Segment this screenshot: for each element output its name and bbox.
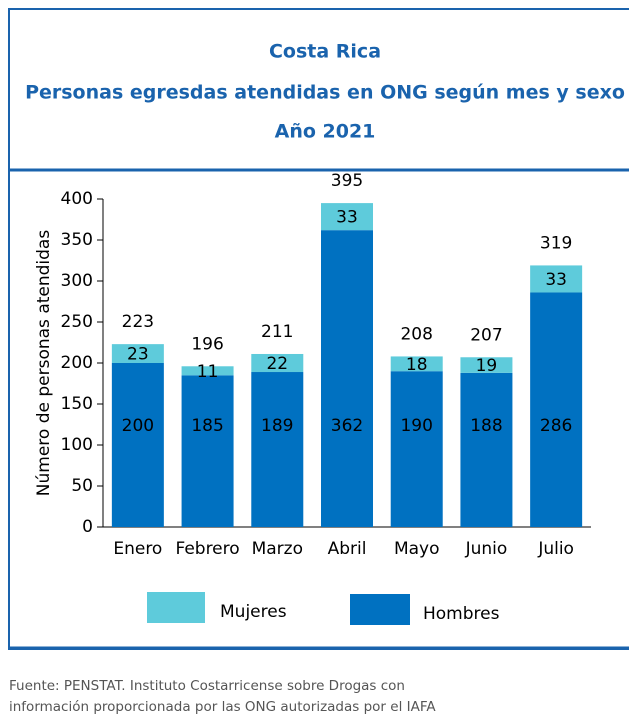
data-label: 200 xyxy=(122,416,154,436)
y-tick-label: 250 xyxy=(61,312,93,332)
total-label: 196 xyxy=(191,334,223,354)
bar-segment xyxy=(321,203,373,231)
data-label: 190 xyxy=(400,416,432,436)
chart-title: Personas egresdas atendidas en ONG según… xyxy=(25,82,625,104)
bar-segment xyxy=(460,357,513,373)
data-label: 188 xyxy=(470,416,502,436)
bar-segment xyxy=(251,372,304,527)
x-tick-label: Marzo xyxy=(252,539,303,559)
data-label: 33 xyxy=(336,208,358,228)
legend-swatch xyxy=(350,594,410,625)
data-label: 22 xyxy=(266,354,288,374)
bar-segment xyxy=(111,363,164,527)
legend-label: Mujeres xyxy=(220,602,287,622)
bar-segment xyxy=(390,371,443,527)
data-label: 362 xyxy=(331,416,363,436)
bar-segment xyxy=(390,356,443,372)
total-label: 208 xyxy=(400,324,432,344)
y-tick-label: 150 xyxy=(61,394,93,414)
total-label: 223 xyxy=(122,312,154,332)
bar-segment xyxy=(251,353,304,373)
x-tick-label: Febrero xyxy=(175,539,239,559)
y-tick-label: 200 xyxy=(61,353,93,373)
x-tick-label: Mayo xyxy=(394,539,440,559)
bar-segment xyxy=(321,230,373,527)
data-label: 19 xyxy=(476,356,498,376)
total-label: 207 xyxy=(470,325,502,345)
data-label: 286 xyxy=(540,416,572,436)
bar-segment xyxy=(111,344,164,363)
data-label: 23 xyxy=(127,345,149,365)
y-tick-label: 100 xyxy=(61,435,93,455)
bar-segment xyxy=(530,292,583,527)
x-tick-label: Enero xyxy=(113,539,162,559)
y-tick-label: 50 xyxy=(71,476,93,496)
y-tick-label: 400 xyxy=(61,189,93,209)
data-label: 185 xyxy=(191,416,223,436)
x-tick-label: Junio xyxy=(465,539,508,559)
total-label: 211 xyxy=(261,322,293,342)
x-tick-label: Julio xyxy=(537,539,574,559)
x-tick-label: Abril xyxy=(328,539,367,559)
legend-label: Hombres xyxy=(423,604,500,624)
chart-title: Año 2021 xyxy=(275,121,376,143)
data-label: 11 xyxy=(197,362,219,382)
y-tick-label: 350 xyxy=(61,230,93,250)
y-axis-label: Número de personas atendidas xyxy=(34,230,54,497)
y-tick-label: 0 xyxy=(82,517,93,537)
y-tick-label: 300 xyxy=(61,271,93,291)
source: información proporcionada por las ONG au… xyxy=(9,699,436,715)
data-label: 33 xyxy=(545,270,567,290)
source: Fuente: PENSTAT. Instituto Costarricense… xyxy=(9,678,405,694)
bar-segment xyxy=(181,375,234,527)
bar-segment xyxy=(460,372,513,527)
total-label: 395 xyxy=(331,171,363,191)
data-label: 189 xyxy=(261,416,293,436)
chart-title: Costa Rica xyxy=(269,41,381,63)
legend-swatch xyxy=(147,592,205,623)
total-label: 319 xyxy=(540,233,572,253)
bar-segment xyxy=(530,265,583,293)
bar-segment xyxy=(181,366,234,376)
data-label: 18 xyxy=(406,355,428,375)
